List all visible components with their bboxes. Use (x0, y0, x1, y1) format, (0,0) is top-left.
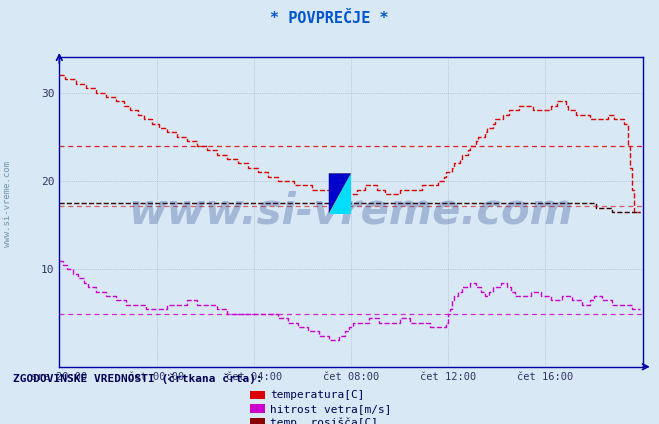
Polygon shape (329, 173, 351, 214)
Text: temp. rosišča[C]: temp. rosišča[C] (270, 417, 378, 424)
Bar (329, 173, 351, 214)
Text: www.si-vreme.com: www.si-vreme.com (3, 161, 13, 246)
Text: * POVPREČJE *: * POVPREČJE * (270, 11, 389, 25)
Polygon shape (329, 173, 351, 214)
Text: ZGODOVINSKE VREDNOSTI (črtkana črta):: ZGODOVINSKE VREDNOSTI (črtkana črta): (13, 373, 263, 384)
Text: temperatura[C]: temperatura[C] (270, 390, 364, 400)
Text: www.si-vreme.com: www.si-vreme.com (129, 191, 573, 233)
Text: hitrost vetra[m/s]: hitrost vetra[m/s] (270, 404, 391, 414)
